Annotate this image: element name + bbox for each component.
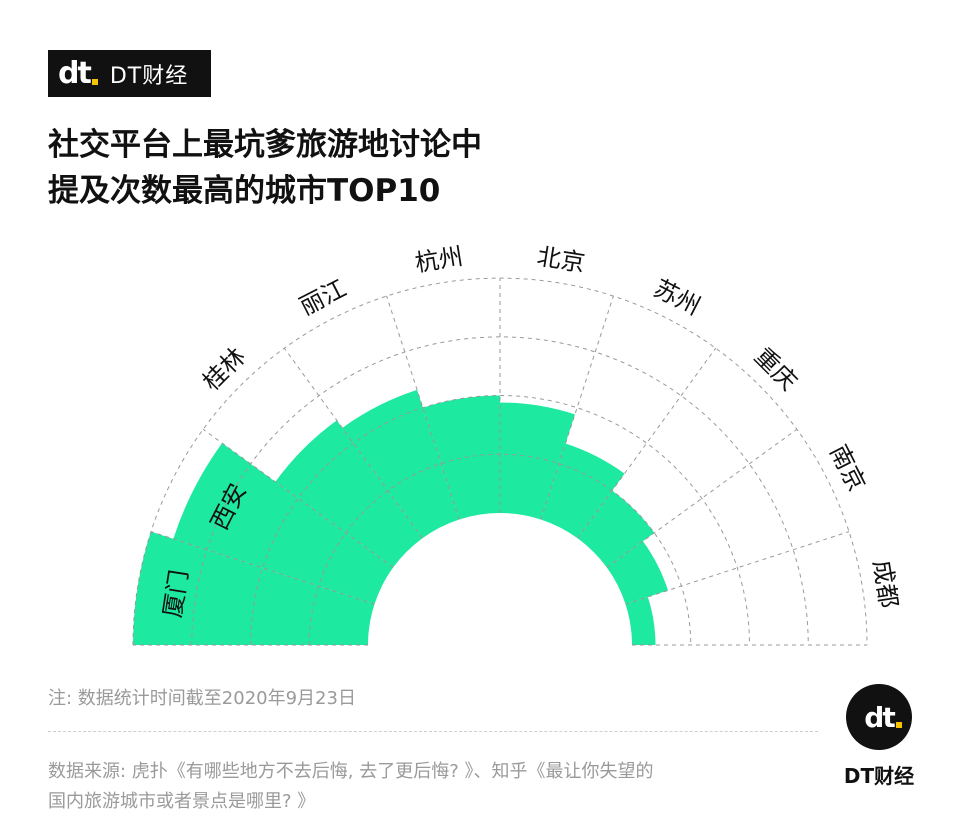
bar-厦门 [133, 531, 375, 645]
category-label-成都: 成都 [868, 558, 903, 610]
category-label-丽江: 丽江 [295, 274, 350, 321]
category-label-桂林: 桂林 [197, 342, 251, 396]
category-label-杭州: 杭州 [413, 242, 465, 277]
category-label-南京: 南京 [824, 440, 871, 495]
brand-logo-bottom: dt [846, 684, 912, 750]
grid-radial-2 [202, 428, 394, 568]
bar-桂林 [275, 420, 423, 568]
brand-name: DT财经 [109, 63, 189, 89]
divider [48, 731, 818, 732]
chart-title: 社交平台上最坑爹旅游地讨论中 提及次数最高的城市TOP10 [48, 122, 648, 214]
grid-radial-6 [540, 295, 614, 520]
bar-成都 [625, 596, 656, 645]
brand-logo-top: dt DT财经 [48, 50, 211, 97]
title-line-2: 提及次数最高的城市TOP10 [48, 173, 441, 209]
bar-杭州 [422, 395, 500, 520]
source-line-2: 国内旅游城市或者景点是哪里? 》 [48, 791, 316, 812]
bar-西安 [173, 443, 394, 605]
grid-arc-2 [250, 395, 750, 646]
grid-radial-1 [150, 531, 375, 605]
brand-name-bottom: DT财经 [843, 764, 915, 788]
data-source: 数据来源: 虎扑《有哪些地方不去后悔, 去了更后悔? 》、知乎《最让你失望的 国… [48, 757, 808, 817]
category-label-重庆: 重庆 [749, 342, 803, 396]
title-line-1: 社交平台上最坑爹旅游地讨论中 [48, 127, 482, 163]
brand-mark-bottom: dt [864, 701, 902, 734]
grid-radial-3 [283, 347, 423, 539]
grid-radial-9 [625, 531, 850, 605]
grid-radial-8 [606, 428, 798, 568]
grid-radial-7 [577, 347, 717, 539]
bar-重庆 [577, 490, 655, 568]
bar-南京 [606, 541, 669, 605]
bar-丽江 [342, 389, 460, 539]
grid-radial-4 [386, 295, 460, 520]
bar-北京 [500, 402, 575, 520]
source-line-1: 数据来源: 虎扑《有哪些地方不去后悔, 去了更后悔? 》、知乎《最让你失望的 [48, 761, 654, 782]
category-label-北京: 北京 [535, 242, 587, 277]
brand-mark: dt [58, 56, 98, 91]
footnote: 注: 数据统计时间截至2020年9月23日 [48, 688, 356, 709]
bar-苏州 [540, 443, 625, 539]
